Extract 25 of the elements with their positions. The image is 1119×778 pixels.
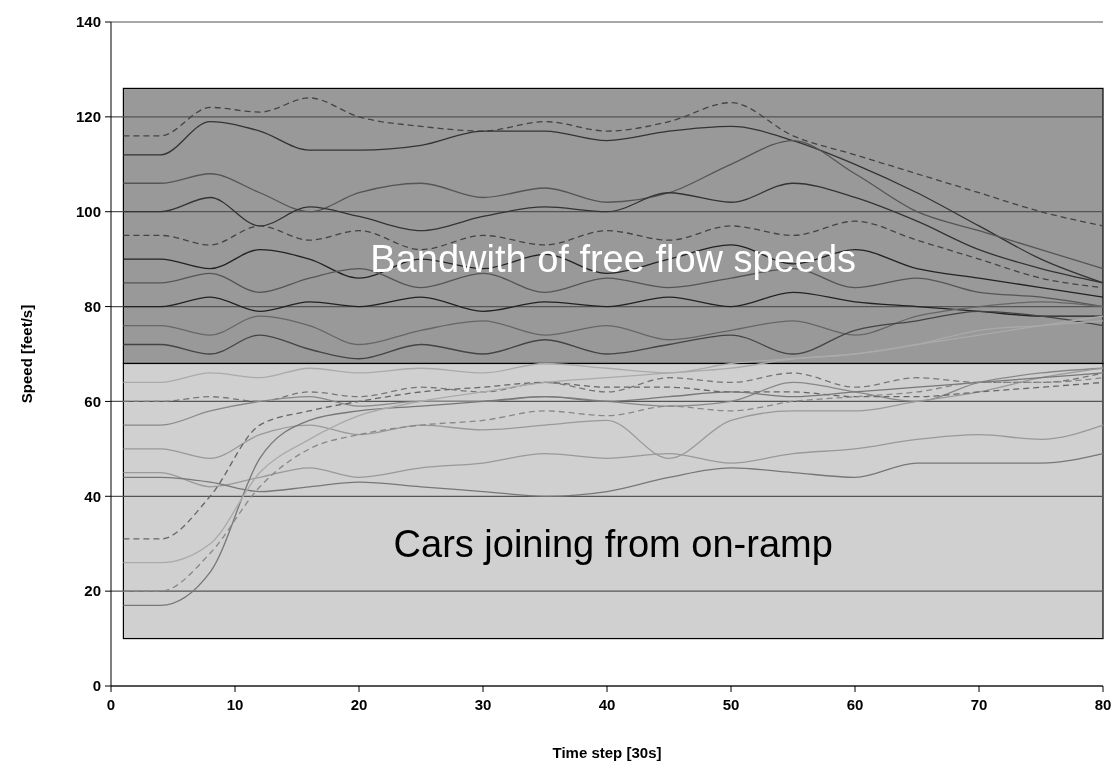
line-series [122,291,1104,317]
x-tick-label: 50 [722,696,740,713]
line-series [122,301,1104,346]
band-label: Cars joining from on-ramp [393,523,833,566]
y-tick-label: 100 [75,202,101,220]
y-tick-label: 40 [84,487,101,505]
y-tick-label: 60 [84,392,101,410]
x-tick-label: 80 [1094,696,1112,713]
y-tick-label: 120 [75,108,101,126]
line-series [122,97,1104,227]
line-series [122,315,1104,564]
x-tick-label: 10 [226,696,244,713]
y-tick-label: 0 [92,677,101,695]
x-tick-label: 60 [846,696,864,713]
x-tick-label: 40 [598,696,616,713]
x-axis-title: Time step [30s] [552,744,662,761]
line-series [122,310,1104,360]
x-tick-label: 0 [106,696,116,713]
y-tick-label: 20 [84,582,101,600]
x-tick-label: 20 [350,696,368,713]
y-tick-label: 140 [75,13,101,31]
x-tick-label: 30 [474,696,492,713]
x-tick-label: 70 [970,696,988,713]
y-axis-title: Speed [feet/s] [18,304,35,404]
y-tick-label: 80 [84,297,101,315]
